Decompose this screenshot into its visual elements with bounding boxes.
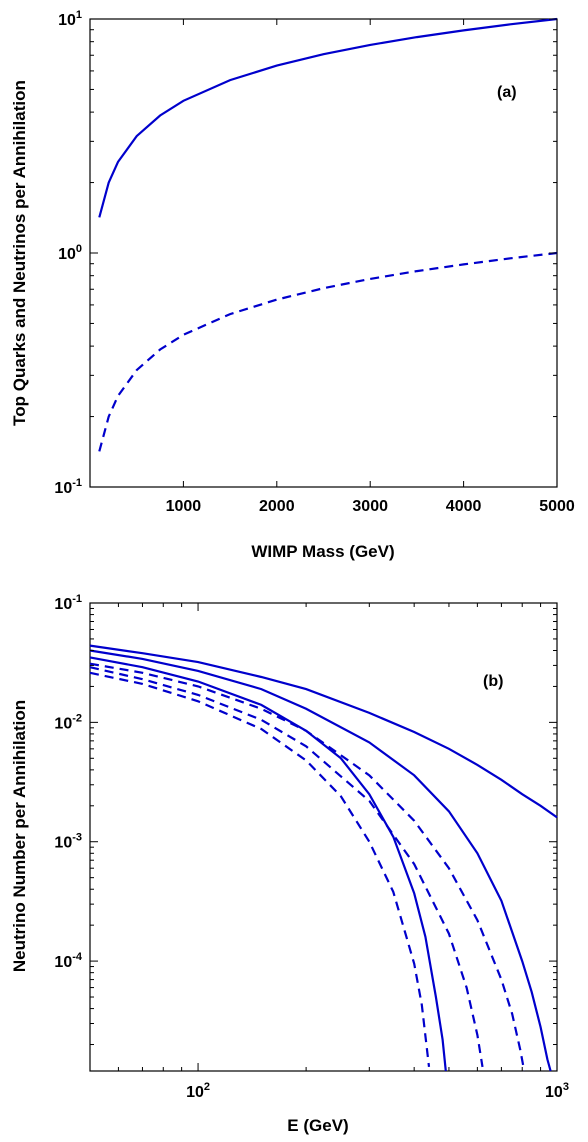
panel-b-label: (b) [483, 673, 503, 690]
panel-b-series-6-dashed [89, 671, 431, 1068]
panel-a: 1000 2000 3000 4000 5000 101 100 10-1 (a) WIMP… [10, 9, 575, 561]
panel-a-x-tick-label: 4000 [446, 498, 482, 515]
panel-b-series-2-solid [89, 649, 552, 1072]
panel-a-frame [89, 18, 558, 488]
panel-b-series-5-dashed [89, 666, 484, 1068]
panel-a-y-axis-label: Top Quarks and Neutrinos per Annihilatio… [10, 80, 29, 426]
panel-a-x-tick-label: 1000 [166, 498, 202, 515]
panel-a-x-ticks: 1000 2000 3000 4000 5000 [89, 19, 575, 515]
panel-b-series-3-solid [89, 656, 447, 1072]
panel-a-y-ticks: 101 100 10-1 [54, 9, 557, 497]
panel-b-y-tick-label: 10-3 [54, 832, 82, 852]
panel-a-x-tick-label: 5000 [539, 498, 575, 515]
panel-b-y-tick-label: 10-4 [54, 951, 82, 971]
panel-a-label: (a) [497, 84, 517, 101]
panel-a-y-tick-label: 100 [58, 243, 82, 263]
panel-a-x-axis-label: WIMP Mass (GeV) [251, 542, 394, 561]
panel-b-y-axis-label: Neutrino Number per Annihilation [10, 700, 29, 972]
panel-a-y-tick-label: 10-1 [54, 477, 82, 497]
panel-b-y-tick-label: 10-2 [54, 712, 82, 732]
panel-b-series-1-solid [89, 644, 558, 819]
panel-a-curves [98, 17, 558, 452]
panel-b-x-ticks: 102 103 [117, 603, 569, 1101]
panel-b-x-axis-label: E (GeV) [287, 1116, 348, 1135]
panel-b-curves [89, 644, 558, 1072]
panel-a-x-tick-label: 2000 [259, 498, 295, 515]
panel-a-y-tick-label: 101 [58, 9, 82, 29]
panel-a-series-2-dashed [98, 251, 558, 452]
panel-b-series-4-dashed [89, 662, 526, 1072]
panel-b-y-tick-label: 10-1 [54, 593, 82, 613]
panel-b-x-tick-label: 102 [186, 1081, 210, 1101]
panel-b: 102 103 10-1 10-2 10-3 10-4 (b) E (GeV) Neut… [10, 593, 569, 1135]
panel-b-frame [89, 602, 558, 1072]
panel-b-y-ticks: 10-1 10-2 10-3 10-4 [54, 593, 557, 1046]
panel-b-x-tick-label: 103 [545, 1081, 569, 1101]
panel-a-x-tick-label: 3000 [352, 498, 388, 515]
panel-a-series-1-solid [98, 17, 558, 218]
